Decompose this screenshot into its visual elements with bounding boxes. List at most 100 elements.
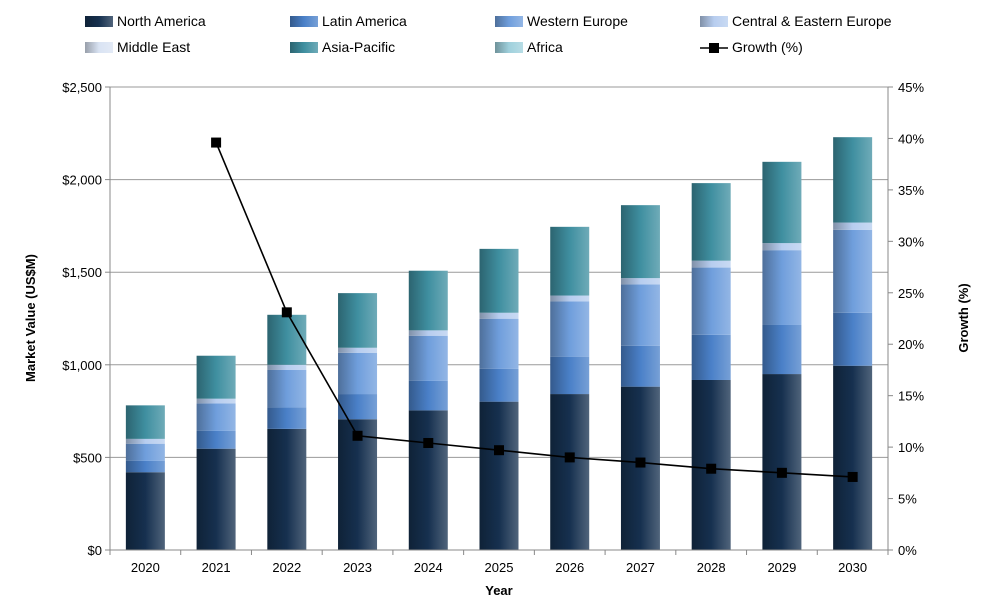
legend-label: Western Europe <box>527 13 628 29</box>
y-tick-label: $0 <box>88 543 102 558</box>
bar-segment-north-america-2023 <box>338 419 378 550</box>
bar-segment-central-eastern-europe-2025 <box>479 312 519 319</box>
bar-segment-latin-america-2027 <box>620 345 660 387</box>
legend-swatch <box>85 42 113 53</box>
y2-tick-label: 30% <box>898 234 924 249</box>
growth-marker <box>352 430 363 441</box>
legend-label: Central & Eastern Europe <box>732 13 892 29</box>
legend-item: Latin America <box>290 13 407 29</box>
x-tick-label: 2029 <box>767 560 796 575</box>
bar-segment-latin-america-2029 <box>762 324 802 375</box>
growth-marker <box>211 137 222 148</box>
x-tick-label: 2020 <box>131 560 160 575</box>
bar-segment-latin-america-2028 <box>691 334 731 380</box>
bar-segment-asia-pacific-2028 <box>691 183 731 261</box>
bar-segment-western-europe-2022 <box>267 369 307 408</box>
y-tick-label: $1,500 <box>62 265 102 280</box>
bar-segment-latin-america-2025 <box>479 368 519 402</box>
growth-marker <box>847 471 858 482</box>
x-axis-label: Year <box>485 583 512 598</box>
x-tick-label: 2025 <box>485 560 514 575</box>
y2-tick-label: 5% <box>898 492 917 507</box>
y2-tick-label: 15% <box>898 389 924 404</box>
legend-swatch <box>495 42 523 53</box>
bar-segment-central-eastern-europe-2026 <box>550 295 590 302</box>
x-tick-label: 2028 <box>697 560 726 575</box>
legend-item: North America <box>85 13 206 29</box>
bar-segment-western-europe-2024 <box>408 335 448 381</box>
bar-segment-north-america-2029 <box>762 374 802 550</box>
legend-marker <box>709 43 719 53</box>
bar-segment-western-europe-2023 <box>338 352 378 395</box>
growth-marker <box>706 463 717 474</box>
bar-segment-central-eastern-europe-2028 <box>691 260 731 268</box>
bar-segment-asia-pacific-2029 <box>762 161 802 244</box>
y2-tick-label: 40% <box>898 131 924 146</box>
growth-marker <box>281 307 292 318</box>
y-axis-label: Market Value (US$M) <box>23 254 38 382</box>
bar-segment-western-europe-2026 <box>550 301 590 357</box>
bar-segment-western-europe-2030 <box>833 229 873 313</box>
growth-line <box>215 142 853 478</box>
legend-swatch <box>700 16 728 27</box>
bar-segment-asia-pacific-2022 <box>267 314 307 365</box>
bar-segment-north-america-2020 <box>125 472 165 550</box>
bar-segment-asia-pacific-2020 <box>125 405 165 439</box>
bar-segment-latin-america-2030 <box>833 312 873 366</box>
bar-segment-latin-america-2026 <box>550 356 590 395</box>
bar-segment-central-eastern-europe-2029 <box>762 243 802 251</box>
y-tick-label: $2,000 <box>62 173 102 188</box>
growth-marker <box>423 437 434 448</box>
x-tick-label: 2024 <box>414 560 443 575</box>
bar-segment-north-america-2026 <box>550 394 590 550</box>
legend-item: Western Europe <box>495 13 628 29</box>
x-tick-label: 2026 <box>555 560 584 575</box>
bar-segment-asia-pacific-2021 <box>196 355 236 399</box>
bar-segment-latin-america-2022 <box>267 407 307 429</box>
bar-segment-central-eastern-europe-2020 <box>125 438 165 444</box>
legend-label: Africa <box>527 39 563 55</box>
bar-segment-western-europe-2025 <box>479 318 519 369</box>
bar-segment-central-eastern-europe-2027 <box>620 278 660 285</box>
bar-segment-asia-pacific-2024 <box>408 270 448 331</box>
bar-segment-north-america-2030 <box>833 365 873 550</box>
bar-segment-central-eastern-europe-2024 <box>408 330 448 336</box>
bar-segment-latin-america-2023 <box>338 394 378 420</box>
bar-segment-western-europe-2027 <box>620 284 660 346</box>
legend-label: Latin America <box>322 13 407 29</box>
bar-segment-central-eastern-europe-2023 <box>338 347 378 353</box>
x-tick-label: 2030 <box>838 560 867 575</box>
y-tick-label: $1,000 <box>62 358 102 373</box>
legend-item: Central & Eastern Europe <box>700 13 892 29</box>
bar-segment-central-eastern-europe-2030 <box>833 222 873 230</box>
bar-segment-asia-pacific-2026 <box>550 226 590 296</box>
legend-swatch <box>85 16 113 27</box>
legend-swatch <box>290 42 318 53</box>
legend-label: Asia-Pacific <box>322 39 395 55</box>
bar-segment-latin-america-2024 <box>408 380 448 411</box>
legend-label: North America <box>117 13 206 29</box>
y2-tick-label: 0% <box>898 543 917 558</box>
x-tick-label: 2022 <box>272 560 301 575</box>
bar-segment-western-europe-2021 <box>196 403 236 431</box>
legend-swatch <box>290 16 318 27</box>
legend-item-growth: Growth (%) <box>700 39 803 55</box>
bar-segment-western-europe-2029 <box>762 250 802 325</box>
bar-segment-north-america-2021 <box>196 448 236 550</box>
bar-segment-north-america-2025 <box>479 401 519 550</box>
growth-marker <box>564 452 575 463</box>
bar-segment-latin-america-2020 <box>125 460 165 473</box>
growth-marker <box>494 445 504 456</box>
x-tick-label: 2027 <box>626 560 655 575</box>
legend-item: Africa <box>495 39 563 55</box>
x-tick-label: 2023 <box>343 560 372 575</box>
y2-tick-label: 25% <box>898 286 924 301</box>
growth-marker <box>635 457 646 468</box>
legend-item: Middle East <box>85 39 190 55</box>
growth-marker <box>776 467 787 478</box>
bar-segment-asia-pacific-2030 <box>833 137 873 223</box>
y-tick-label: $500 <box>73 450 102 465</box>
bar-segment-north-america-2027 <box>620 386 660 550</box>
